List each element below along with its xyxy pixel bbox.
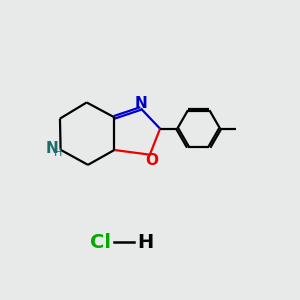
Text: H: H: [53, 148, 62, 158]
Text: Cl: Cl: [90, 232, 111, 252]
Text: H: H: [137, 232, 154, 252]
Text: N: N: [46, 141, 59, 156]
Text: N: N: [134, 96, 147, 111]
Text: O: O: [145, 152, 158, 167]
